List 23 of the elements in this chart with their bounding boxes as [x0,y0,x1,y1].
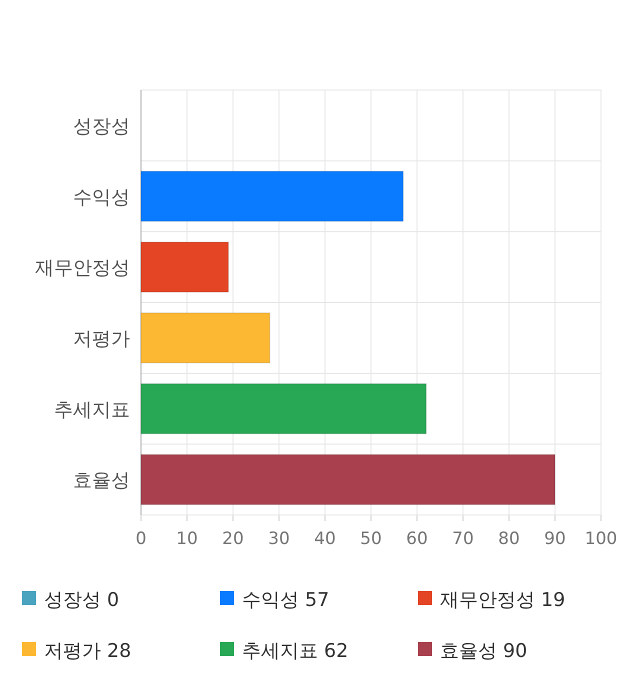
legend-item: 성장성 0 [22,589,120,611]
y-tick-label: 수익성 [73,186,130,208]
y-tick-label: 재무안정성 [35,257,130,280]
y-tick-label: 효율성 [73,470,130,492]
x-tick-label: 80 [498,529,520,549]
y-tick-label: 추세지표 [54,398,130,421]
x-tick-label: 10 [176,529,198,549]
x-tick-label: 0 [136,529,146,549]
y-tick-label: 저평가 [73,328,130,350]
x-tick-label: 50 [360,529,382,549]
legend-item: 저평가 28 [22,640,132,662]
x-tick-label: 20 [222,529,244,549]
x-tick-label: 40 [314,529,336,549]
x-tick-label: 90 [544,529,566,549]
legend-item: 수익성 57 [220,589,330,611]
x-tick-label: 70 [452,529,474,549]
x-tick-label: 30 [268,529,290,549]
legend-item: 재무안정성 19 [418,589,566,611]
y-tick-label: 성장성 [73,115,130,138]
legend-item: 추세지표 62 [220,640,348,662]
x-tick-label: 60 [406,529,428,549]
x-tick-label: 100 [584,529,618,549]
legend-item: 효율성 90 [418,640,528,662]
